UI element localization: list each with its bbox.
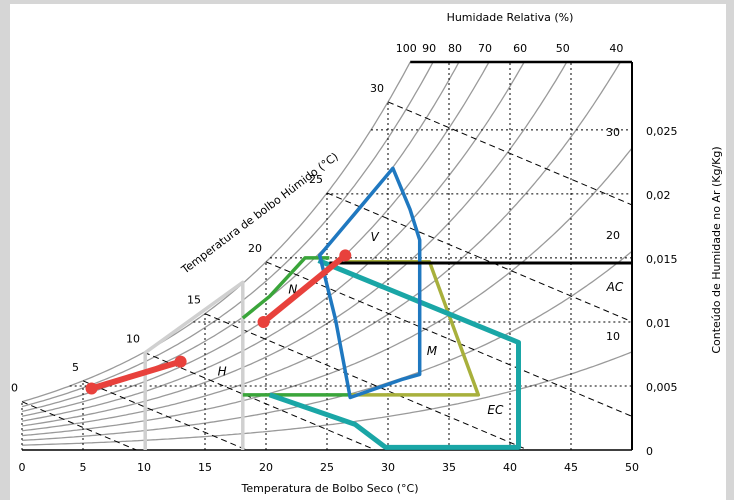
series-line — [90, 358, 182, 392]
zone-label: M — [427, 344, 438, 358]
y-tick-label: 0,005 — [646, 381, 678, 394]
wet-bulb-label: 10 — [126, 332, 140, 345]
x-tick-label: 35 — [442, 461, 456, 474]
zone-outline — [143, 280, 245, 450]
y-tick-label: 0,025 — [646, 125, 678, 138]
y-tick-label: 0,01 — [646, 317, 671, 330]
wet-bulb-line — [204, 313, 529, 451]
wet-bulb-line — [387, 101, 633, 206]
series-point — [85, 382, 98, 395]
wet-bulb-label: 5 — [72, 361, 79, 374]
wet-bulb-line — [265, 261, 633, 417]
rh-label: 60 — [513, 42, 527, 55]
x-tick-label: 50 — [625, 461, 639, 474]
rh-label: 70 — [478, 42, 492, 55]
rh-label: 30 — [606, 126, 620, 139]
x-tick-label: 0 — [19, 461, 26, 474]
x-tick-label: 5 — [80, 461, 87, 474]
x-tick-label: 20 — [259, 461, 273, 474]
y-tick-label: 0 — [646, 445, 653, 458]
wet-bulb-line — [143, 351, 376, 451]
rh-curve — [21, 61, 568, 427]
x-tick-label: 15 — [198, 461, 212, 474]
rh-label: 80 — [448, 42, 462, 55]
x-tick-label: 40 — [503, 461, 517, 474]
zone-label: AC — [606, 280, 624, 294]
zone-label: N — [288, 282, 297, 296]
zone-label: EC — [487, 403, 504, 417]
series-line — [261, 253, 348, 325]
zone-outline — [317, 166, 422, 320]
rh-label: 50 — [556, 42, 570, 55]
x-title: Temperatura de Bolbo Seco (°C) — [241, 482, 419, 495]
plot-background — [10, 4, 726, 500]
wet-bulb-label: 30 — [370, 82, 384, 95]
wet-bulb-label: 25 — [309, 173, 323, 186]
wet-bulb-label: 0 — [11, 382, 18, 395]
zone-label: H — [218, 364, 227, 378]
rh-label: 20 — [606, 229, 620, 242]
rh-title: Humidade Relativa (%) — [447, 11, 574, 24]
zone-outline — [268, 258, 521, 450]
y-title: Conteúdo de Humidade no Ar (Kg/Kg) — [710, 146, 723, 353]
rh-label: 100 — [396, 42, 417, 55]
wet-bulb-label: 20 — [248, 242, 262, 255]
wet-bulb-line — [326, 192, 633, 323]
series-point — [257, 315, 270, 328]
x-tick-label: 30 — [381, 461, 395, 474]
rh-curve — [21, 61, 525, 422]
rh-curve — [21, 61, 411, 403]
rh-label: 10 — [606, 330, 620, 343]
zone-outline — [241, 256, 352, 397]
rh-label: 40 — [609, 42, 623, 55]
wet-bulb-label: 15 — [187, 294, 201, 307]
x-tick-label: 45 — [564, 461, 578, 474]
rh-curve — [21, 61, 621, 432]
wet-bulb-line — [21, 401, 137, 451]
zone-label: V — [370, 230, 379, 244]
y-tick-label: 0,015 — [646, 253, 678, 266]
rh-label: 90 — [422, 42, 436, 55]
y-tick-label: 0,02 — [646, 189, 671, 202]
series-point — [174, 355, 187, 368]
series-point — [339, 249, 352, 262]
x-tick-label: 25 — [320, 461, 334, 474]
x-tick-label: 10 — [137, 461, 151, 474]
rh-curve — [21, 61, 490, 417]
zone-outline — [333, 261, 422, 400]
